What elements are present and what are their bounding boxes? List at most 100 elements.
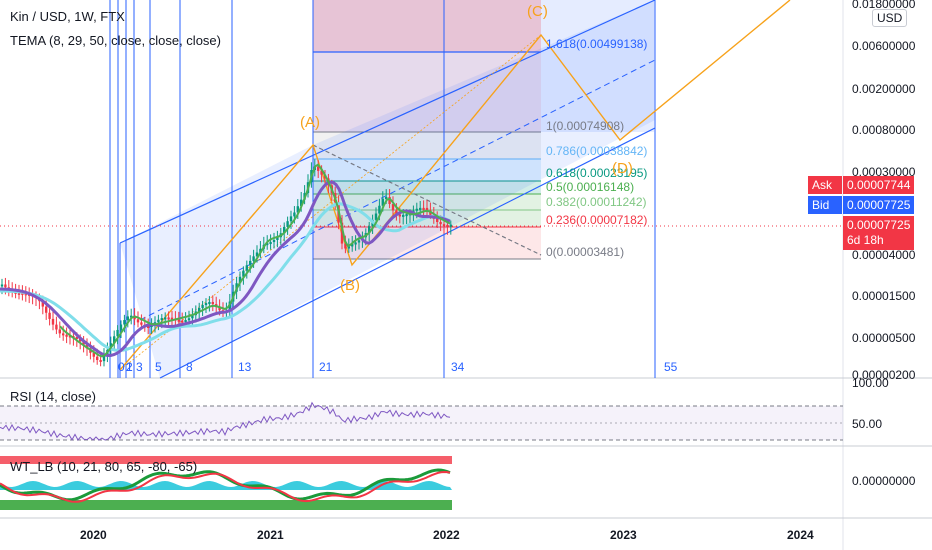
candle-body[interactable]: [351, 243, 354, 247]
candle-body[interactable]: [48, 312, 51, 319]
candle-body[interactable]: [198, 307, 201, 312]
candle-body[interactable]: [317, 166, 320, 171]
candle-body[interactable]: [201, 305, 204, 308]
candle-body[interactable]: [249, 260, 252, 266]
candle-body[interactable]: [62, 333, 65, 336]
candle-body[interactable]: [92, 352, 95, 357]
candle-body[interactable]: [204, 303, 208, 306]
candle-body[interactable]: [269, 242, 272, 245]
candle-body[interactable]: [368, 226, 371, 234]
wt-legend[interactable]: WT_LB (10, 21, 80, 65, -80, -65): [10, 459, 198, 474]
bid-label[interactable]: Bid: [808, 196, 842, 214]
candle-body[interactable]: [255, 252, 259, 257]
candle-body[interactable]: [286, 221, 289, 227]
abcd-projection[interactable]: [119, 34, 542, 371]
fib-time-zones[interactable]: [109, 0, 656, 378]
candle-body[interactable]: [208, 301, 211, 304]
candle-body[interactable]: [245, 265, 248, 271]
candle-body[interactable]: [113, 336, 116, 344]
candle-body[interactable]: [167, 317, 170, 320]
candle-body[interactable]: [170, 317, 174, 320]
tema-mid-line[interactable]: [0, 180, 451, 358]
candle-body[interactable]: [439, 222, 442, 225]
candle-body[interactable]: [283, 226, 286, 234]
fib-diagonal[interactable]: [312, 144, 542, 256]
candle-body[interactable]: [419, 207, 422, 210]
candle-body[interactable]: [184, 320, 187, 323]
candle-body[interactable]: [242, 270, 245, 277]
candle-body[interactable]: [99, 359, 102, 362]
candle-body[interactable]: [65, 334, 68, 337]
candle-body[interactable]: [17, 292, 21, 295]
candle-body[interactable]: [4, 284, 7, 288]
candle-body[interactable]: [320, 170, 323, 175]
candle-body[interactable]: [41, 301, 44, 307]
pitchfork-upper-line[interactable]: [119, 0, 656, 244]
candle-body[interactable]: [354, 242, 357, 245]
candle-body[interactable]: [82, 341, 85, 345]
candle-body[interactable]: [405, 214, 408, 217]
candle-body[interactable]: [21, 292, 24, 295]
candle-body[interactable]: [187, 318, 191, 321]
candle-body[interactable]: [425, 207, 429, 211]
wt-line-2[interactable]: [0, 470, 451, 503]
candle-body[interactable]: [191, 315, 194, 319]
candle-body[interactable]: [181, 320, 184, 323]
wt-area[interactable]: [0, 481, 452, 490]
candle-body[interactable]: [344, 243, 347, 249]
candle-body[interactable]: [402, 214, 405, 217]
candle-body[interactable]: [276, 237, 279, 240]
candle-body[interactable]: [300, 199, 303, 207]
candle-body[interactable]: [177, 319, 180, 322]
fib-zone-grey[interactable]: [313, 132, 541, 159]
candle-body[interactable]: [296, 206, 299, 213]
candle-body[interactable]: [147, 325, 150, 328]
candle-body[interactable]: [347, 246, 350, 249]
fib-zone-blue[interactable]: [313, 159, 541, 181]
candle-body[interactable]: [238, 276, 242, 284]
candle-body[interactable]: [340, 222, 344, 244]
candle-body[interactable]: [75, 336, 78, 339]
candle-body[interactable]: [415, 208, 418, 211]
rsi-legend[interactable]: RSI (14, close): [10, 389, 96, 404]
candle-body[interactable]: [422, 207, 425, 210]
candle-body[interactable]: [55, 324, 58, 330]
candle-body[interactable]: [116, 329, 119, 337]
candle-body[interactable]: [391, 204, 395, 211]
candle-body[interactable]: [272, 239, 276, 243]
abcd-pattern-line[interactable]: [119, 0, 791, 371]
candle-body[interactable]: [157, 319, 160, 323]
candle-body[interactable]: [164, 317, 167, 320]
candle-body[interactable]: [266, 243, 269, 246]
tema-fast-line[interactable]: [59, 163, 451, 358]
candle-body[interactable]: [357, 240, 361, 243]
candle-body[interactable]: [385, 197, 388, 200]
candle-body[interactable]: [126, 316, 129, 321]
ask-label[interactable]: Ask: [808, 176, 842, 194]
pitchfork-median[interactable]: [139, 59, 656, 321]
candle-body[interactable]: [449, 224, 452, 227]
candle-body[interactable]: [136, 319, 140, 323]
candle-body[interactable]: [123, 320, 126, 325]
rsi-line[interactable]: [0, 401, 451, 441]
candle-body[interactable]: [211, 301, 214, 305]
candle-body[interactable]: [398, 214, 401, 217]
tema-legend[interactable]: TEMA (8, 29, 50, close, close, close): [10, 33, 221, 48]
fib-zone-red-top[interactable]: [313, 0, 541, 52]
candle-body[interactable]: [51, 318, 55, 325]
candle-body[interactable]: [374, 213, 378, 220]
candle-body[interactable]: [381, 198, 384, 206]
candle-body[interactable]: [96, 356, 99, 360]
candle-body[interactable]: [79, 338, 82, 342]
candle-body[interactable]: [378, 205, 381, 214]
candle-body[interactable]: [160, 318, 163, 321]
candle-body[interactable]: [140, 322, 143, 325]
candle-body[interactable]: [218, 307, 221, 311]
candle-body[interactable]: [45, 306, 48, 313]
candle-body[interactable]: [119, 324, 123, 330]
candle-body[interactable]: [259, 248, 262, 253]
candle-body[interactable]: [252, 256, 255, 261]
fib-zone-teal[interactable]: [313, 181, 541, 194]
candle-body[interactable]: [442, 224, 446, 227]
candle-body[interactable]: [102, 355, 106, 362]
